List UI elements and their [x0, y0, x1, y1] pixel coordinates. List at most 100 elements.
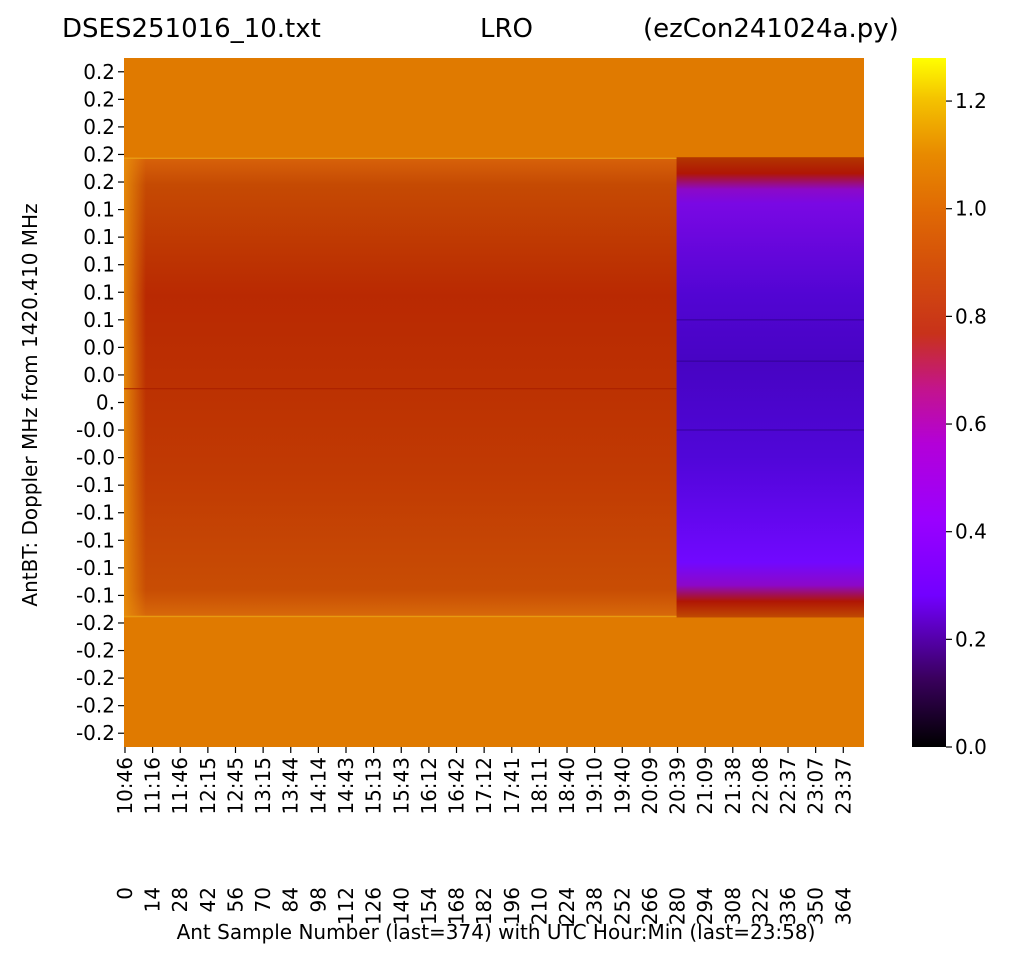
- colorbar-gradient: [912, 58, 946, 747]
- heatmap-passband-first: [124, 157, 677, 618]
- chart-title-left: DSES251016_10.txt: [62, 14, 321, 44]
- heatmap-start-edge: [124, 157, 146, 618]
- x-time-tick-label: 10:46: [113, 757, 137, 815]
- x-sample-tick-label: 322: [748, 887, 772, 925]
- y-tick-label: 0.2: [83, 115, 115, 139]
- x-sample-tick-label: 14: [141, 887, 165, 912]
- x-sample-tick-label: 224: [555, 887, 579, 925]
- x-time-tick-label: 22:37: [776, 757, 800, 815]
- x-time-tick-label: 19:10: [583, 757, 607, 815]
- x-sample-tick-label: 280: [666, 887, 690, 925]
- x-time-tick-label: 14:43: [334, 757, 358, 815]
- chart-title-center: LRO: [480, 14, 534, 44]
- y-tick-label: 0.2: [83, 60, 115, 84]
- y-tick-label: -0.2: [76, 666, 115, 690]
- x-time-tick-label: 17:41: [500, 757, 524, 815]
- x-sample-tick-label: 350: [804, 887, 828, 925]
- y-tick-label: -0.2: [76, 694, 115, 718]
- x-time-tick-label: 16:12: [417, 757, 441, 815]
- x-sample-tick-label: 56: [223, 887, 247, 912]
- x-sample-tick-label: 140: [389, 887, 413, 925]
- x-axis: 10:46 0 11:16 14 11:46 28 12:15 42 12:45 56 13:15 7…: [113, 747, 855, 925]
- x-time-tick-label: 23:37: [831, 757, 855, 815]
- x-time-tick-label: 21:09: [693, 757, 717, 815]
- x-time-tick-label: 17:12: [472, 757, 496, 815]
- x-time-tick-label: 12:45: [223, 757, 247, 815]
- y-tick-label: 0.2: [83, 142, 115, 166]
- x-sample-tick-label: 182: [472, 887, 496, 925]
- y-tick-label: -0.1: [76, 556, 115, 580]
- x-sample-tick-label: 294: [693, 887, 717, 925]
- x-time-tick-label: 13:15: [251, 757, 275, 815]
- colorbar-tick-label: 0.8: [955, 304, 987, 328]
- y-tick-label: -0.1: [76, 473, 115, 497]
- y-tick-label: -0.1: [76, 501, 115, 525]
- heatmap-cells: [124, 58, 864, 747]
- x-time-tick-label: 14:14: [306, 757, 330, 815]
- x-time-tick-label: 11:46: [168, 757, 192, 815]
- x-time-tick-label: 15:43: [389, 757, 413, 815]
- x-sample-tick-label: 84: [279, 887, 303, 912]
- x-sample-tick-label: 238: [583, 887, 607, 925]
- x-time-tick-label: 19:40: [610, 757, 634, 815]
- colorbar-tick-label: 0.4: [955, 520, 987, 544]
- x-time-tick-label: 22:08: [748, 757, 772, 815]
- y-tick-label: 0.1: [83, 308, 115, 332]
- x-time-tick-label: 16:42: [445, 757, 469, 815]
- x-time-tick-label: 18:11: [527, 757, 551, 815]
- y-tick-label: 0.1: [83, 198, 115, 222]
- x-time-tick-label: 11:16: [141, 757, 165, 815]
- x-sample-tick-label: 364: [831, 887, 855, 925]
- x-sample-tick-label: 28: [168, 887, 192, 912]
- colorbar-tick-label: 1.2: [955, 89, 987, 113]
- heatmap-passband-second: [676, 157, 864, 618]
- x-sample-tick-label: 42: [196, 887, 220, 912]
- x-sample-tick-label: 126: [362, 887, 386, 925]
- y-tick-label: 0.2: [83, 170, 115, 194]
- x-sample-tick-label: 112: [334, 887, 358, 925]
- y-tick-label: -0.1: [76, 528, 115, 552]
- y-tick-label: -0.2: [76, 611, 115, 635]
- x-sample-tick-label: 336: [776, 887, 800, 925]
- x-sample-tick-label: 210: [527, 887, 551, 925]
- x-sample-tick-label: 308: [721, 887, 745, 925]
- x-sample-tick-label: 252: [610, 887, 634, 925]
- x-time-tick-label: 21:38: [721, 757, 745, 815]
- y-tick-label: 0.: [96, 391, 115, 415]
- y-tick-label: 0.1: [83, 253, 115, 277]
- y-tick-label: -0.0: [76, 446, 115, 470]
- y-tick-label: 0.0: [83, 363, 115, 387]
- colorbar-tick-label: 0.2: [955, 627, 987, 651]
- x-sample-tick-label: 154: [417, 887, 441, 925]
- y-axis: 0.2 0.2 0.2 0.2 0.2 0.1 0.1 0.1 0.1 0.1 0.0 0.0 0. -0…: [76, 60, 124, 745]
- x-sample-tick-label: 98: [306, 887, 330, 912]
- y-axis-label: AntBT: Doppler MHz from 1420.410 MHz: [18, 203, 42, 606]
- y-tick-label: 0.1: [83, 280, 115, 304]
- y-tick-label: 0.0: [83, 335, 115, 359]
- colorbar-tick-label: 0.6: [955, 412, 987, 436]
- y-tick-label: 0.2: [83, 87, 115, 111]
- x-sample-tick-label: 168: [445, 887, 469, 925]
- x-sample-tick-label: 196: [500, 887, 524, 925]
- x-sample-tick-label: 0: [113, 887, 137, 900]
- colorbar-tick-label: 1.0: [955, 197, 987, 221]
- x-time-tick-label: 20:09: [638, 757, 662, 815]
- y-tick-label: -0.0: [76, 418, 115, 442]
- x-time-tick-label: 20:39: [666, 757, 690, 815]
- y-tick-label: 0.1: [83, 225, 115, 249]
- y-tick-label: -0.2: [76, 639, 115, 663]
- y-tick-label: -0.1: [76, 583, 115, 607]
- y-tick-label: -0.2: [76, 721, 115, 745]
- x-time-tick-label: 23:07: [804, 757, 828, 815]
- colorbar: 0.0 0.2 0.4 0.6 0.8 1.0 1.2: [912, 58, 987, 759]
- x-time-tick-label: 12:15: [196, 757, 220, 815]
- x-time-tick-label: 15:13: [362, 757, 386, 815]
- x-time-tick-label: 13:44: [279, 757, 303, 815]
- x-sample-tick-label: 266: [638, 887, 662, 925]
- x-axis-label: Ant Sample Number (last=374) with UTC Ho…: [177, 920, 816, 944]
- colorbar-tick-label: 0.0: [955, 735, 987, 759]
- x-sample-tick-label: 70: [251, 887, 275, 912]
- x-time-tick-label: 18:40: [555, 757, 579, 815]
- chart-title-right: (ezCon241024a.py): [643, 14, 899, 44]
